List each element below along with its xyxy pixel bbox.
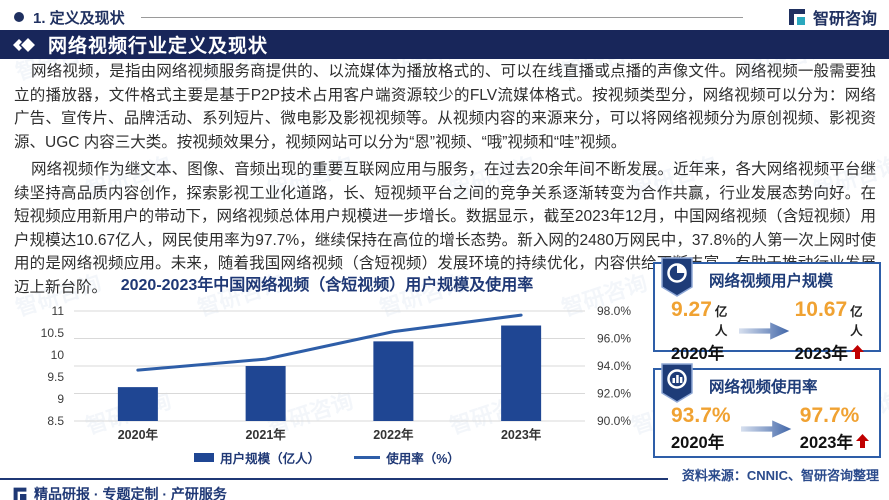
footer-divider [0,478,668,480]
stat-card-usage-rate: 网络视频使用率 93.7% 2020年 [653,363,881,458]
chart-title: 2020-2023年中国网络视频（含短视频）用户规模及使用率 [120,277,534,294]
stat-from-year: 2020年 [671,434,725,452]
stat-card-user-scale: 网络视频用户规模 9.27 亿人 2020年 [653,257,881,363]
svg-text:96.0%: 96.0% [597,332,631,346]
footer: 精品研报 · 专题定制 · 产研服务 [12,484,227,500]
svg-text:11: 11 [52,304,65,318]
svg-text:10.5: 10.5 [41,326,65,340]
card-title: 网络视频使用率 [709,379,818,396]
brand-logo: 智研咨询 [787,5,877,29]
stat-to: 10.67 亿人 2023年 [795,298,869,364]
up-arrow-icon [856,434,869,448]
user-scale-badge-icon [660,256,694,298]
svg-text:94.0%: 94.0% [597,359,631,373]
stat-from-value: 9.27 [671,298,712,321]
svg-text:2020年: 2020年 [118,427,159,442]
legend-item: 使用率（%） [354,448,460,467]
stat-from-unit: 亿人 [714,305,728,338]
svg-text:9: 9 [57,392,64,406]
legend-line-swatch [354,456,381,459]
svg-text:10: 10 [51,348,65,362]
svg-text:9.5: 9.5 [47,370,64,384]
gradient-arrow-icon [735,320,795,342]
section-label: 1. 定义及现状 [33,9,125,27]
combo-chart: 90.0% 92.0% 94.0% 96.0% 98.0% 8.5 9 9.5 10 10.5 11… [41,304,632,442]
svg-text:8.5: 8.5 [47,414,64,428]
brand-logo-icon [788,9,805,25]
footer-logo-icon [13,487,27,500]
stat-cards: 网络视频用户规模 9.27 亿人 2020年 [653,257,881,472]
chart-box: 2020-2023年中国网络视频（含短视频）用户规模及使用率 90.0% 92.0… [12,277,642,467]
stat-to-value: 10.67 [794,298,848,321]
source-note: 资料来源：CNNIC、智研咨询整理 [681,468,879,483]
stat-from-value: 93.7% [671,404,731,427]
stat-to-year: 2023年 [794,345,848,363]
svg-text:98.0%: 98.0% [597,304,631,318]
section-banner: 网络视频行业定义及现状 [0,30,889,59]
stat-from: 9.27 亿人 2020年 [671,298,735,364]
card-stats: 9.27 亿人 2020年 [665,298,871,364]
stat-from: 93.7% 2020年 [671,404,734,453]
bullet-dot-icon [14,12,24,22]
svg-text:2022年: 2022年 [373,427,414,442]
brand-name: 智研咨询 [812,11,877,28]
banner-title: 网络视频行业定义及现状 [48,36,269,57]
card-title: 网络视频用户规模 [709,273,834,290]
up-arrow-icon [850,345,864,359]
footer-services: 精品研报 · 专题定制 · 产研服务 [34,486,227,500]
diamond-icon [13,35,38,54]
gradient-arrow-icon [734,418,800,440]
svg-text:92.0%: 92.0% [597,387,631,401]
usage-rate-badge-icon [660,362,694,404]
legend-item: 用户规模（亿人） [194,448,320,467]
card-stats: 93.7% 2020年 [665,404,871,453]
stat-to: 97.7% 2023年 [800,404,869,453]
svg-text:2023年: 2023年 [501,427,542,442]
stat-to-unit: 亿人 [850,305,863,338]
svg-text:90.0%: 90.0% [597,414,631,428]
chart-legend: 用户规模（亿人） 使用率（%） [12,448,642,467]
stat-to-value: 97.7% [799,404,860,427]
definition-paragraph: 网络视频，是指由网络视频服务商提供的、以流媒体为播放格式的、可以在线直播或点播的… [14,63,876,151]
svg-text:2021年: 2021年 [245,427,286,442]
legend-bar-swatch [194,453,215,462]
header-rule [140,16,743,18]
top-header: 1. 定义及现状 智研咨询 [14,6,877,28]
stat-from-year: 2020年 [671,345,725,363]
stat-to-year: 2023年 [799,434,853,452]
